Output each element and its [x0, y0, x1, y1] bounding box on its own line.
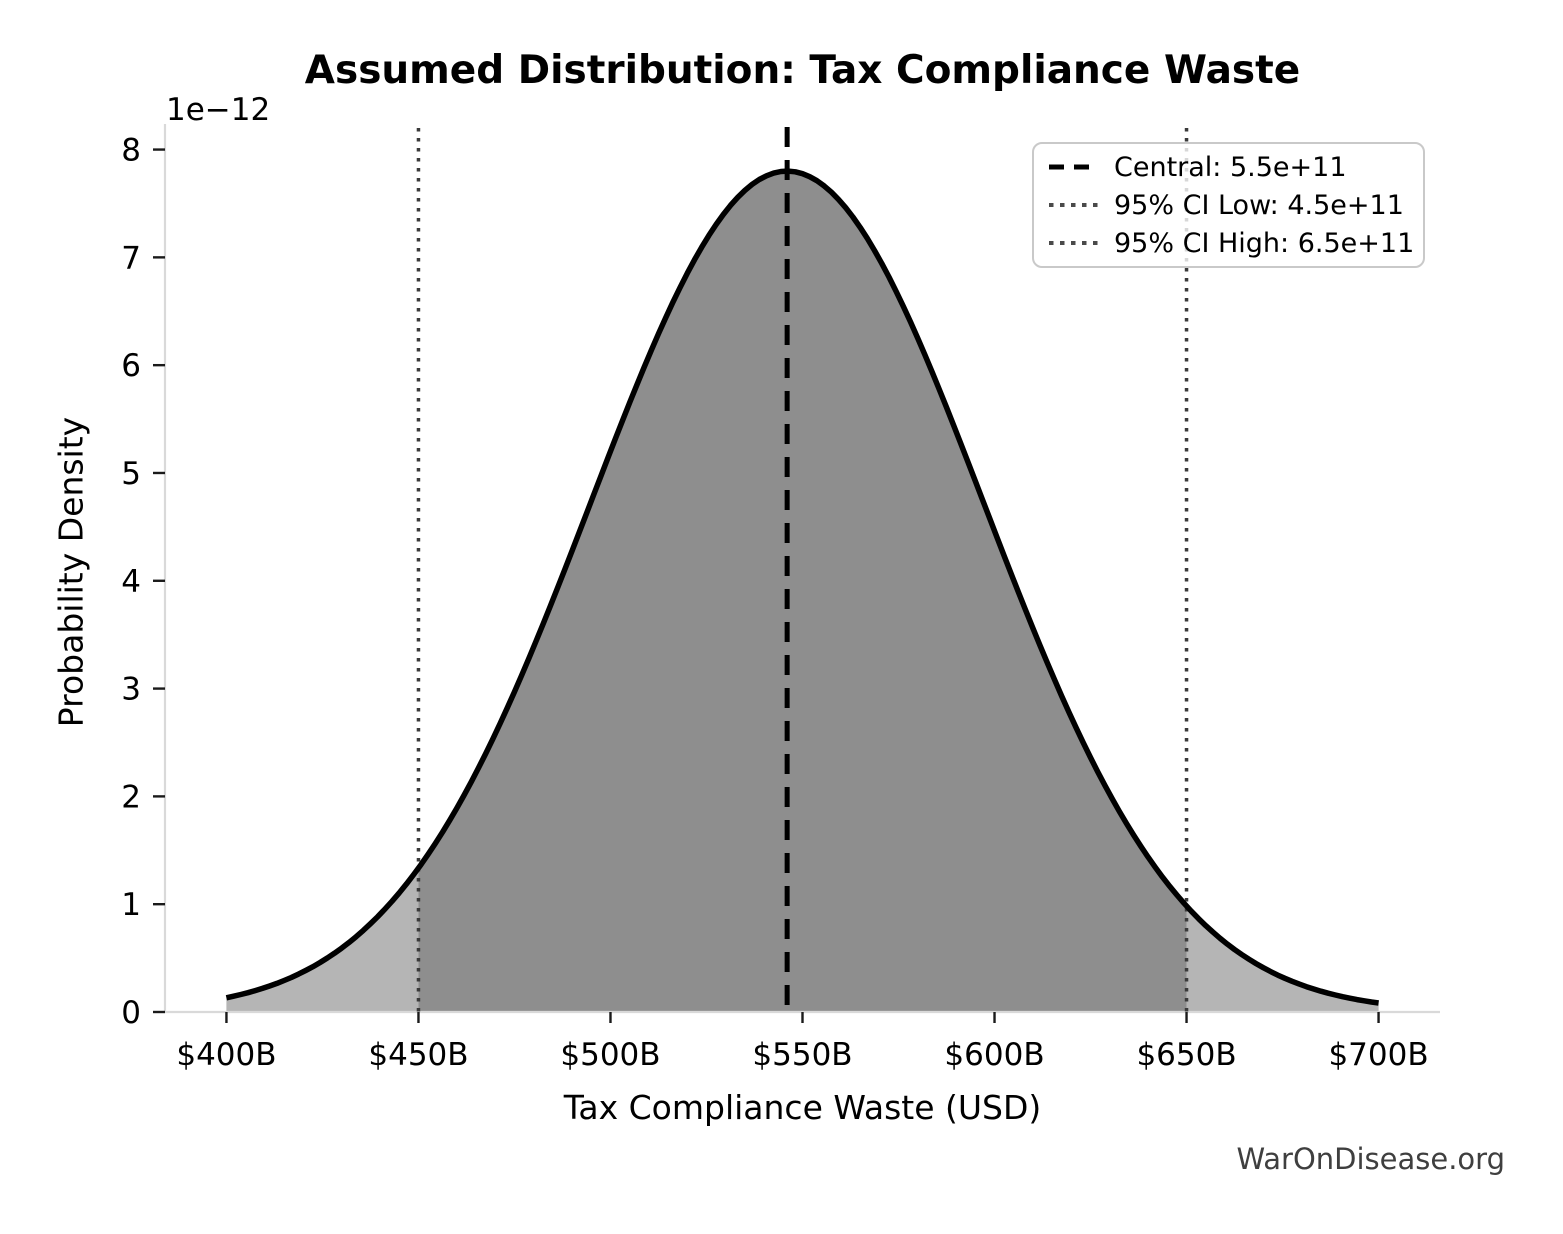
- y-axis-offset-label: 1e−12: [166, 92, 271, 128]
- tail-fill-left: [226, 868, 419, 1012]
- dotted-line-icon: [1049, 203, 1099, 207]
- x-tick-label: $450B: [368, 1037, 468, 1073]
- y-tick-label: 2: [121, 779, 141, 815]
- legend-label-ci-high: 95% CI High: 6.5e+11: [1114, 227, 1415, 259]
- y-tick-label: 3: [121, 672, 141, 708]
- central-ci-fill: [418, 171, 1187, 1012]
- legend-item-ci-low: 95% CI Low: 4.5e+11: [1048, 188, 1409, 222]
- y-tick-label: 4: [121, 564, 141, 600]
- legend-item-ci-high: 95% CI High: 6.5e+11: [1048, 226, 1414, 260]
- legend-label-ci-low: 95% CI Low: 4.5e+11: [1114, 189, 1404, 221]
- y-tick-label: 0: [121, 995, 141, 1031]
- x-tick-label: $700B: [1328, 1037, 1428, 1073]
- x-tick-label: $500B: [560, 1037, 660, 1073]
- x-tick-label: $550B: [752, 1037, 852, 1073]
- dashed-line-icon: [1049, 164, 1099, 170]
- legend-label-central: Central: 5.5e+11: [1114, 151, 1347, 183]
- y-tick-label: 1: [121, 887, 141, 923]
- tail-fill-right: [1186, 906, 1379, 1012]
- y-tick-label: 7: [121, 240, 141, 276]
- dotted-line-icon: [1049, 241, 1099, 245]
- watermark: WarOnDisease.org: [1236, 1142, 1505, 1176]
- y-tick-label: 8: [121, 133, 141, 169]
- legend: Central: 5.5e+11 95% CI Low: 4.5e+11 95%…: [1032, 142, 1425, 268]
- x-tick-label: $650B: [1136, 1037, 1236, 1073]
- x-tick-label: $600B: [944, 1037, 1044, 1073]
- y-tick-label: 5: [121, 456, 141, 492]
- distribution-curve: [225, 168, 1379, 1006]
- x-tick-label: $400B: [176, 1037, 276, 1073]
- chart-title: Assumed Distribution: Tax Compliance Was…: [304, 48, 1301, 93]
- x-axis-label: Tax Compliance Waste (USD): [563, 1088, 1042, 1127]
- legend-item-central: Central: 5.5e+11: [1048, 150, 1409, 184]
- y-tick-label: 6: [121, 348, 141, 384]
